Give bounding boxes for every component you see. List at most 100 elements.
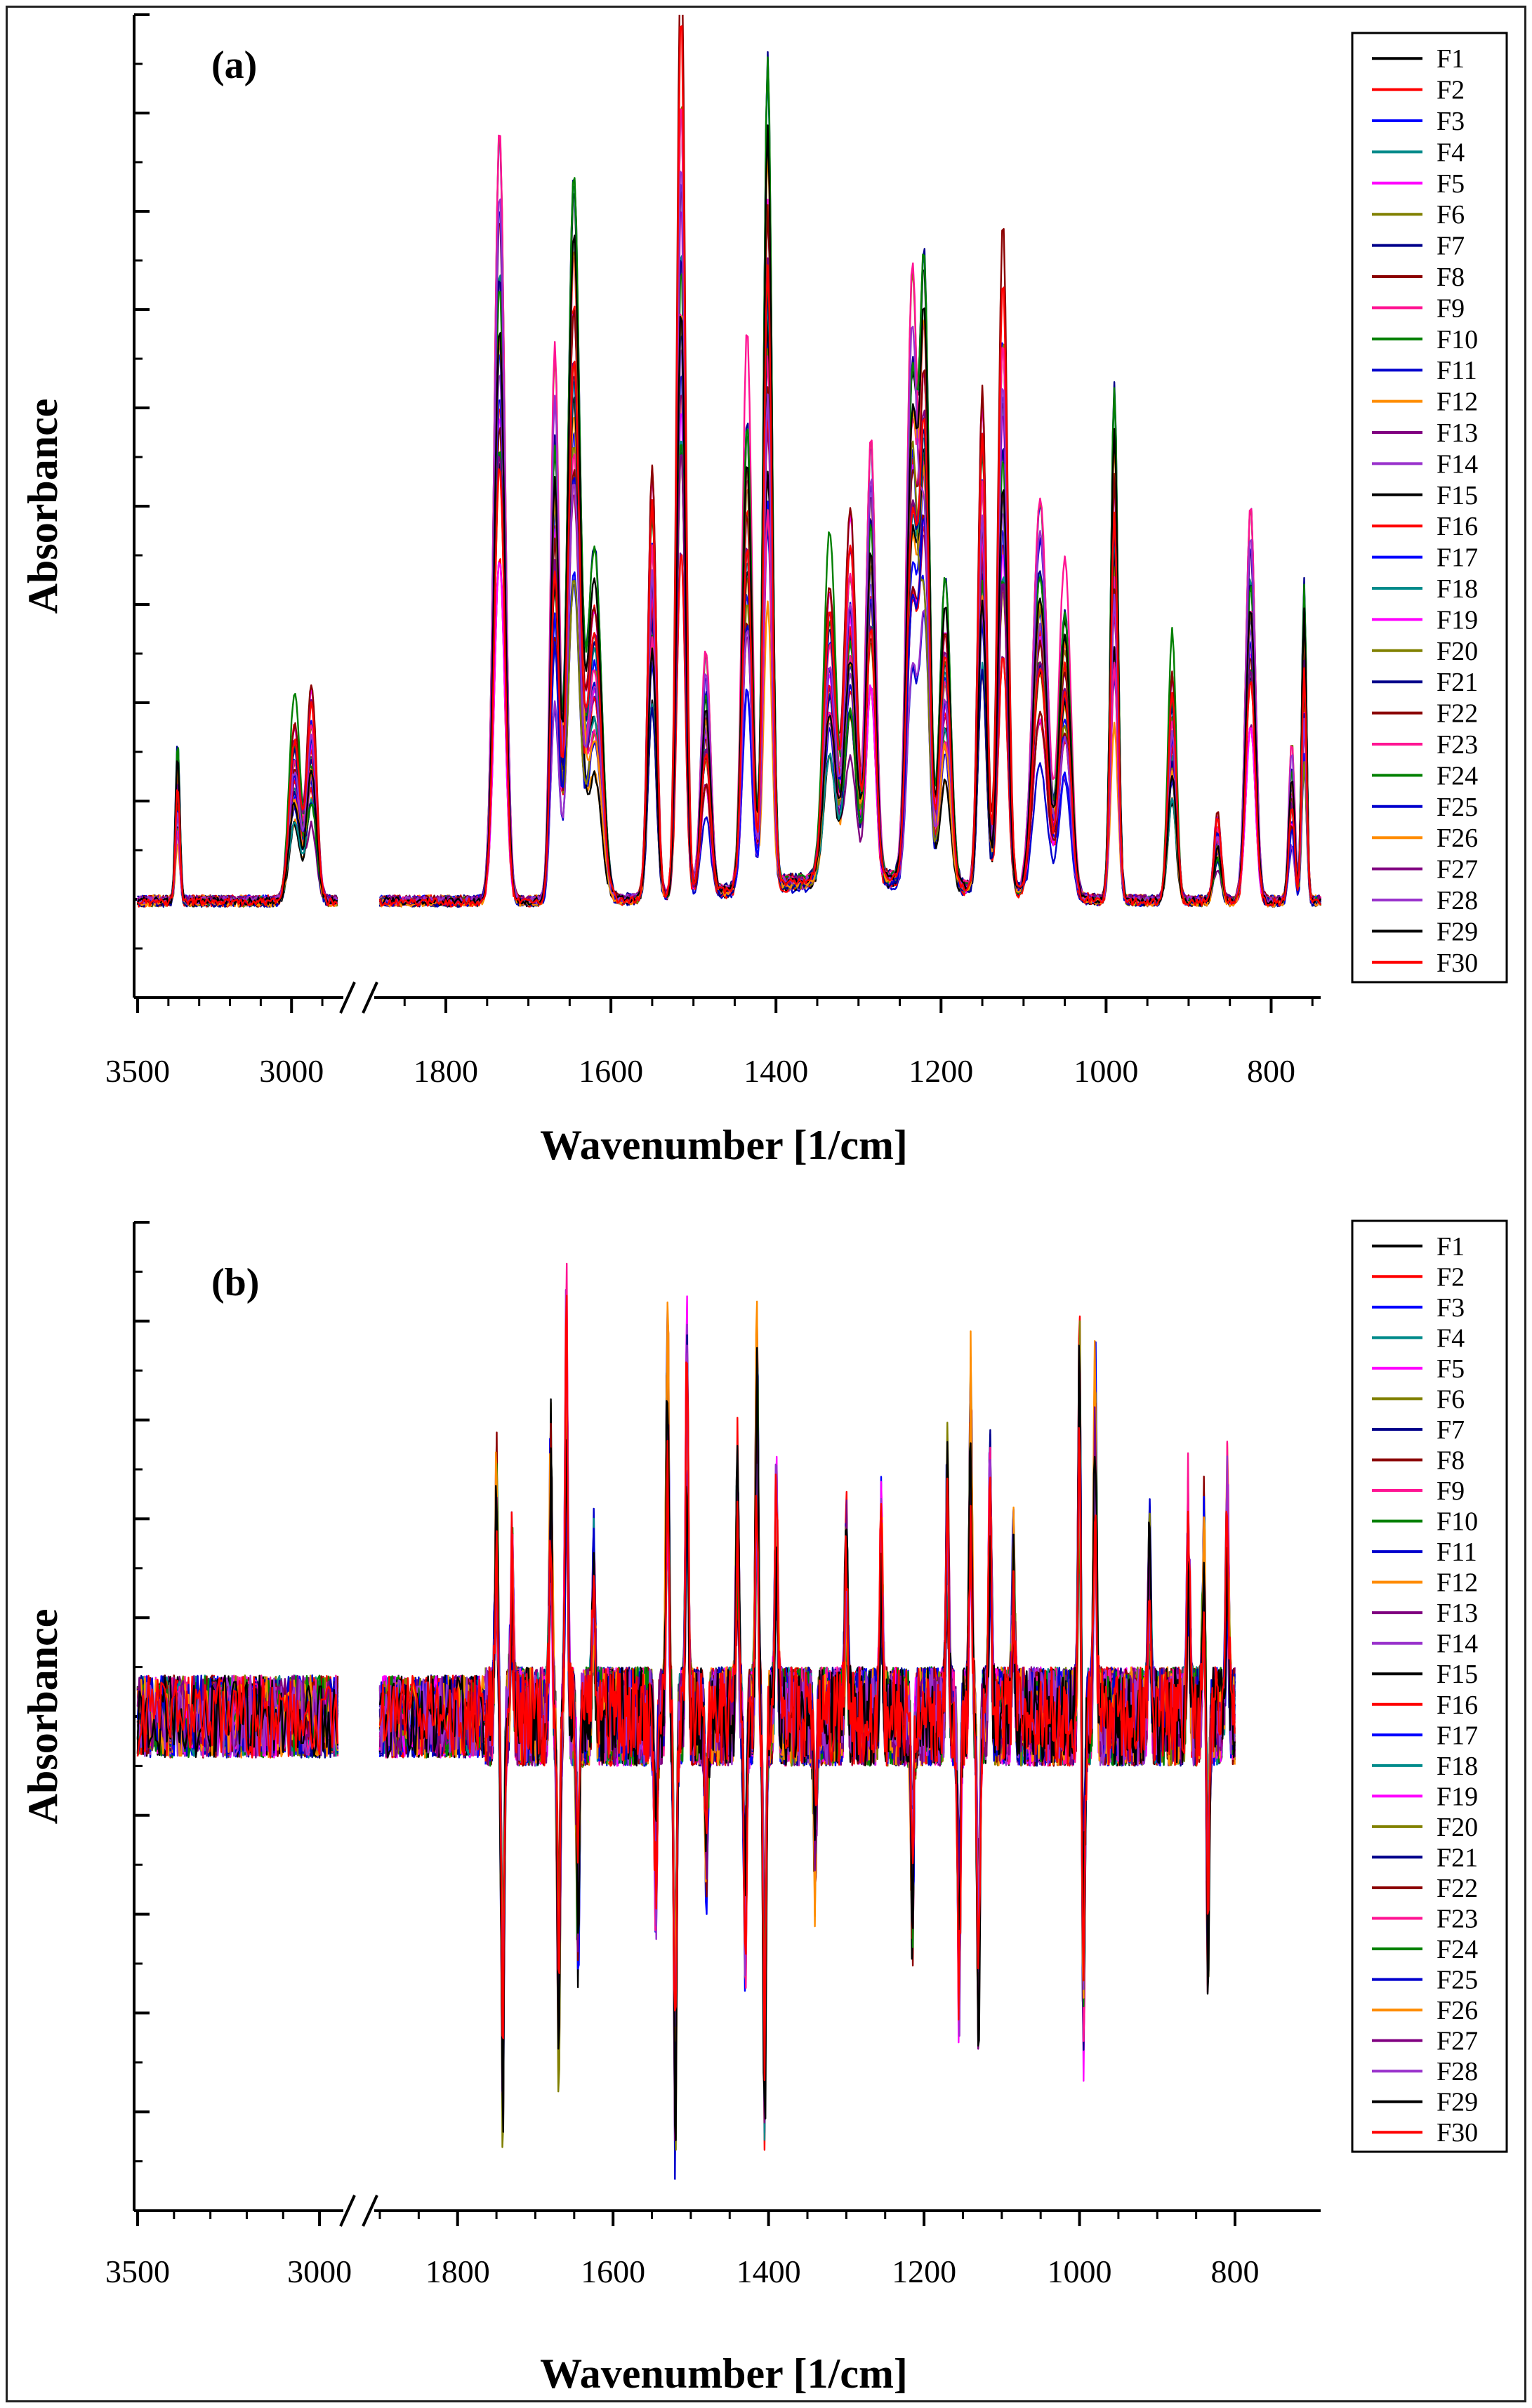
legend-label: F8 <box>1437 263 1465 292</box>
legend-label: F1 <box>1437 44 1465 74</box>
legend-label: F17 <box>1437 1721 1478 1750</box>
legend-label: F16 <box>1437 1691 1478 1720</box>
legend-label: F28 <box>1437 2057 1478 2086</box>
legend-label: F10 <box>1437 325 1478 355</box>
x-tick-label: 1600 <box>579 1053 643 1089</box>
legend-label: F21 <box>1437 1843 1478 1872</box>
axis-break-mark <box>362 981 378 1014</box>
legend-label: F18 <box>1437 574 1478 604</box>
x-tick-label: 3500 <box>105 2254 170 2289</box>
x-tick-label: 1600 <box>581 2254 645 2289</box>
legend-label: F22 <box>1437 699 1478 729</box>
legend-label: F16 <box>1437 512 1478 541</box>
legend-label: F25 <box>1437 1966 1478 1995</box>
legend-label: F3 <box>1437 107 1465 136</box>
legend-label: F2 <box>1437 76 1465 105</box>
x-tick-label: 1000 <box>1074 1053 1138 1089</box>
legend-label: F30 <box>1437 948 1478 978</box>
legend-label: F29 <box>1437 917 1478 946</box>
x-tick-label: 800 <box>1211 2254 1260 2289</box>
axis-break-mark <box>362 2195 378 2227</box>
legend-label: F7 <box>1437 1415 1465 1445</box>
legend-label: F28 <box>1437 886 1478 915</box>
y-axis-title: Absorbance <box>20 1609 66 1825</box>
legend-label: F4 <box>1437 1323 1465 1353</box>
axis-break-mark <box>339 981 356 1014</box>
series-group <box>136 15 1322 908</box>
legend-label: F6 <box>1437 1384 1465 1414</box>
legend-label: F26 <box>1437 823 1478 853</box>
legend: F1F2F3F4F5F6F7F8F9F10F11F12F13F14F15F16F… <box>1351 32 1508 984</box>
legend-label: F26 <box>1437 1996 1478 2025</box>
x-tick-label: 1800 <box>425 2254 490 2289</box>
legend-label: F9 <box>1437 1476 1465 1506</box>
legend-label: F21 <box>1437 668 1478 697</box>
panel-label: (b) <box>211 1261 259 1304</box>
legend-label: F13 <box>1437 1599 1478 1628</box>
legend-label: F27 <box>1437 2027 1478 2056</box>
legend-label: F5 <box>1437 1354 1465 1384</box>
x-axis-title: Wavenumber [1/cm] <box>540 2350 908 2397</box>
legend-label: F13 <box>1437 418 1478 448</box>
legend-label: F3 <box>1437 1293 1465 1323</box>
chart-svg: 3500 3000 1800 1600 1400 1200 1000 800 Wavenumbe… <box>20 13 1508 2397</box>
x-tick-label: 1800 <box>414 1053 478 1089</box>
x-axis-title: Wavenumber [1/cm] <box>540 1122 908 1168</box>
panel-a: 3500 3000 1800 1600 1400 1200 1000 800 Wavenumbe… <box>20 13 1508 1168</box>
legend-label: F18 <box>1437 1752 1478 1781</box>
legend-label: F30 <box>1437 2118 1478 2148</box>
y-axis-title: Absorbance <box>20 399 66 614</box>
legend-label: F19 <box>1437 1782 1478 1811</box>
legend-label: F7 <box>1437 232 1465 261</box>
panel-label: (a) <box>211 44 257 87</box>
legend-label: F12 <box>1437 1568 1478 1598</box>
x-tick-label: 3000 <box>259 1053 324 1089</box>
series-line-f29 <box>136 124 1322 906</box>
x-tick-label: 1200 <box>892 2254 956 2289</box>
x-tick-label: 1400 <box>737 2254 801 2289</box>
legend-label: F24 <box>1437 1935 1478 1964</box>
series-group <box>136 1262 1236 2180</box>
series-line-f30 <box>137 25 1322 907</box>
legend-label: F8 <box>1437 1446 1465 1476</box>
legend-label: F2 <box>1437 1262 1465 1292</box>
x-tick-label: 1200 <box>909 1053 973 1089</box>
legend-label: F1 <box>1437 1232 1465 1262</box>
legend-label: F5 <box>1437 169 1465 199</box>
x-tick-label: 1400 <box>744 1053 808 1089</box>
legend-label: F15 <box>1437 1660 1478 1689</box>
legend: F1F2F3F4F5F6F7F8F9F10F11F12F13F14F15F16F… <box>1351 1219 1508 2153</box>
legend-box <box>1351 32 1508 984</box>
figure: 3500 3000 1800 1600 1400 1200 1000 800 Wavenumbe… <box>6 6 1526 2402</box>
legend-label: F10 <box>1437 1507 1478 1537</box>
axis-break-mark <box>339 2195 356 2227</box>
legend-label: F11 <box>1437 356 1477 385</box>
legend-label: F15 <box>1437 481 1478 510</box>
legend-label: F17 <box>1437 543 1478 573</box>
legend-label: F27 <box>1437 855 1478 885</box>
legend-label: F22 <box>1437 1874 1478 1903</box>
x-tick-label: 1000 <box>1048 2254 1112 2289</box>
legend-label: F20 <box>1437 637 1478 666</box>
panel-b: 3500 3000 1800 1600 1400 1200 1000 800 Wavenumbe… <box>20 1219 1508 2397</box>
x-tick-label: 800 <box>1247 1053 1295 1089</box>
legend-label: F23 <box>1437 730 1478 760</box>
x-tick-label: 3000 <box>287 2254 352 2289</box>
legend-label: F29 <box>1437 2088 1478 2117</box>
legend-label: F6 <box>1437 200 1465 230</box>
axis-break-gap <box>343 2204 374 2218</box>
legend-label: F14 <box>1437 1629 1478 1659</box>
legend-label: F12 <box>1437 388 1478 417</box>
series-line-f30 <box>136 1295 1236 2082</box>
legend-label: F19 <box>1437 605 1478 635</box>
legend-label: F23 <box>1437 1905 1478 1934</box>
legend-label: F14 <box>1437 449 1478 479</box>
legend-label: F4 <box>1437 138 1465 167</box>
x-tick-label: 3500 <box>105 1053 170 1089</box>
axis-break-gap <box>343 991 374 1005</box>
legend-label: F24 <box>1437 761 1478 790</box>
legend-label: F25 <box>1437 793 1478 822</box>
legend-label: F9 <box>1437 293 1465 323</box>
legend-label: F11 <box>1437 1537 1477 1567</box>
legend-box <box>1351 1219 1508 2153</box>
